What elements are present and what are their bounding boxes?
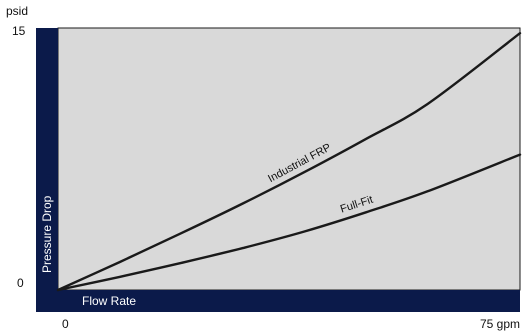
y-unit-label: psid	[6, 4, 28, 18]
y-tick-label-bottom: 0	[17, 276, 24, 290]
y-axis-title: Pressure Drop	[40, 195, 54, 273]
series-line-full-fit	[56, 153, 522, 292]
y-axis-band	[36, 28, 58, 290]
plot-area	[57, 27, 521, 291]
y-tick-label-top: 15	[12, 24, 26, 38]
x-tick-label-right: 75 gpm	[480, 317, 520, 331]
x-tick-label-left: 0	[62, 317, 69, 331]
x-axis-band	[36, 290, 520, 312]
x-axis-title: Flow Rate	[82, 294, 136, 308]
series-line-industrial-frp	[56, 32, 522, 292]
